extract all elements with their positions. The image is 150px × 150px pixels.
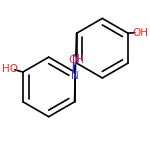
- Text: OH: OH: [132, 28, 148, 38]
- Text: N: N: [72, 54, 80, 64]
- Text: OH: OH: [68, 55, 84, 65]
- Text: HO: HO: [2, 64, 18, 74]
- Text: N: N: [71, 71, 79, 81]
